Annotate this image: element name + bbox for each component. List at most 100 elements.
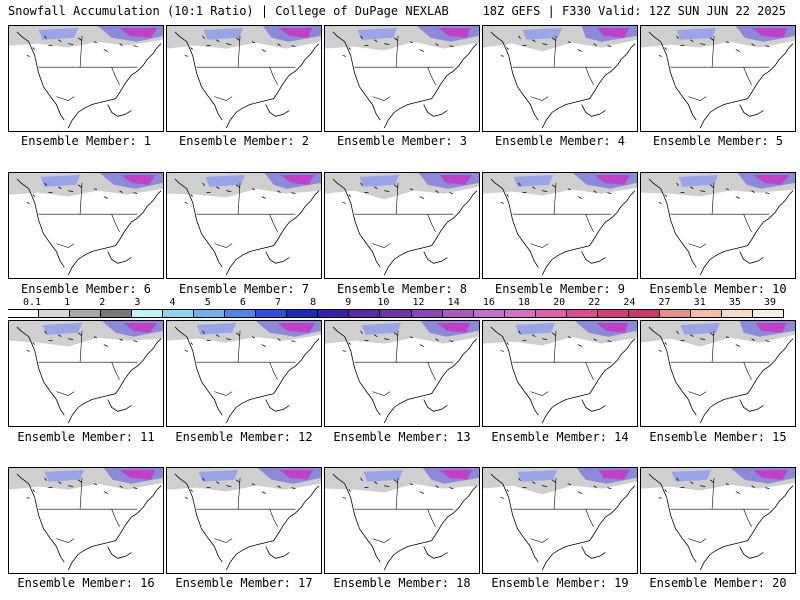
colorbar-swatch bbox=[70, 310, 102, 317]
border-lines bbox=[354, 35, 454, 101]
colorbar-swatch bbox=[659, 310, 691, 317]
coastline bbox=[174, 326, 320, 424]
map-panel bbox=[482, 172, 638, 279]
map-panel bbox=[482, 320, 638, 427]
map-panel bbox=[482, 25, 638, 132]
colorbar-swatch bbox=[349, 310, 381, 317]
arctic-islands bbox=[500, 35, 612, 57]
arctic-islands bbox=[184, 477, 296, 499]
arctic-islands bbox=[184, 35, 296, 57]
map-panel bbox=[8, 172, 164, 279]
snow-band bbox=[119, 469, 156, 480]
map-svg bbox=[9, 26, 163, 129]
map-svg bbox=[483, 173, 637, 276]
member-label: Ensemble Member: 2 bbox=[178, 134, 310, 148]
arctic-islands bbox=[342, 35, 454, 57]
snow-band bbox=[359, 174, 400, 187]
map-title: Snowfall Accumulation (10:1 Ratio) | Col… bbox=[8, 4, 449, 18]
map-svg bbox=[9, 173, 163, 276]
colorbar-tick-label: 6 bbox=[239, 297, 246, 308]
member-label: Ensemble Member: 5 bbox=[652, 134, 784, 148]
coastline bbox=[490, 31, 636, 129]
arctic-islands bbox=[184, 182, 296, 204]
snow-band bbox=[515, 322, 556, 335]
border-lines bbox=[196, 35, 296, 101]
border-lines bbox=[512, 330, 612, 396]
colorbar-swatch bbox=[256, 310, 288, 317]
snow-band bbox=[440, 174, 473, 185]
map-svg bbox=[641, 321, 795, 424]
arctic-islands bbox=[342, 182, 454, 204]
snow-band bbox=[121, 174, 156, 185]
arctic-islands bbox=[500, 182, 612, 204]
colorbar-tick-label: 16 bbox=[482, 297, 495, 308]
map-svg bbox=[167, 26, 321, 129]
arctic-islands bbox=[184, 330, 296, 352]
member-label: Ensemble Member: 18 bbox=[333, 576, 471, 590]
colorbar-swatch bbox=[380, 310, 412, 317]
colorbar-swatch bbox=[566, 310, 598, 317]
border-lines bbox=[670, 330, 770, 396]
member-label: Ensemble Member: 9 bbox=[494, 282, 626, 296]
colorbar-swatch bbox=[473, 310, 505, 317]
map-svg bbox=[325, 468, 479, 571]
snow-band bbox=[44, 469, 85, 482]
member-label: Ensemble Member: 4 bbox=[494, 134, 626, 148]
colorbar-tick-label: 10 bbox=[377, 297, 390, 308]
arctic-islands bbox=[658, 35, 770, 57]
border-lines bbox=[196, 477, 296, 543]
member-label: Ensemble Member: 13 bbox=[333, 430, 471, 444]
colorbar-swatch bbox=[721, 310, 753, 317]
arctic-islands bbox=[658, 182, 770, 204]
coastline bbox=[174, 31, 320, 129]
member-label: Ensemble Member: 17 bbox=[175, 576, 313, 590]
snow-band bbox=[678, 174, 718, 187]
colorbar-tick-label: 39 bbox=[763, 297, 777, 308]
colorbar-tick-label: 18 bbox=[517, 297, 531, 308]
snow-band bbox=[513, 174, 554, 187]
colorbar-tick-label: 22 bbox=[588, 297, 601, 308]
border-lines bbox=[196, 182, 296, 248]
colorbar-swatch bbox=[225, 310, 257, 317]
map-panel bbox=[640, 320, 796, 427]
coastline bbox=[490, 326, 636, 424]
snow-band bbox=[755, 322, 788, 333]
arctic-islands bbox=[658, 330, 770, 352]
colorbar-tick-label: 5 bbox=[204, 297, 211, 308]
colorbar-swatch bbox=[442, 310, 474, 317]
border-lines bbox=[670, 182, 770, 248]
snow-band bbox=[203, 27, 244, 40]
map-svg bbox=[483, 321, 637, 424]
colorbar-tick-label: 9 bbox=[345, 297, 352, 308]
colorbar-swatch bbox=[411, 310, 443, 317]
snow-band bbox=[522, 27, 562, 40]
snow-band bbox=[438, 469, 473, 480]
arctic-islands bbox=[500, 477, 612, 499]
colorbar-tick-label: 24 bbox=[623, 297, 636, 308]
colorbar-swatch bbox=[8, 310, 40, 317]
map-svg bbox=[167, 321, 321, 424]
snow-band bbox=[671, 469, 712, 482]
border-lines bbox=[38, 330, 138, 396]
map-panel bbox=[640, 467, 796, 574]
colorbar-swatch bbox=[535, 310, 567, 317]
colorbar-swatch bbox=[163, 310, 195, 317]
border-lines bbox=[38, 477, 138, 543]
snow-band bbox=[280, 174, 315, 185]
map-panel bbox=[8, 467, 164, 574]
colorbar-swatch bbox=[287, 310, 319, 317]
arctic-islands bbox=[26, 330, 138, 352]
colorbar-tick-label: 27 bbox=[658, 297, 671, 308]
snow-band bbox=[42, 322, 83, 335]
border-lines bbox=[512, 182, 612, 248]
arctic-islands bbox=[26, 477, 138, 499]
colorbar-tick-label: 14 bbox=[447, 297, 460, 308]
coastline bbox=[174, 178, 320, 276]
colorbar-tick-label: 0.1 bbox=[22, 297, 42, 308]
coastline bbox=[490, 473, 636, 571]
colorbar-swatch bbox=[628, 310, 660, 317]
member-label: Ensemble Member: 16 bbox=[17, 576, 155, 590]
map-svg bbox=[325, 173, 479, 276]
snow-band bbox=[361, 322, 402, 335]
colorbar-swatch bbox=[101, 310, 133, 317]
